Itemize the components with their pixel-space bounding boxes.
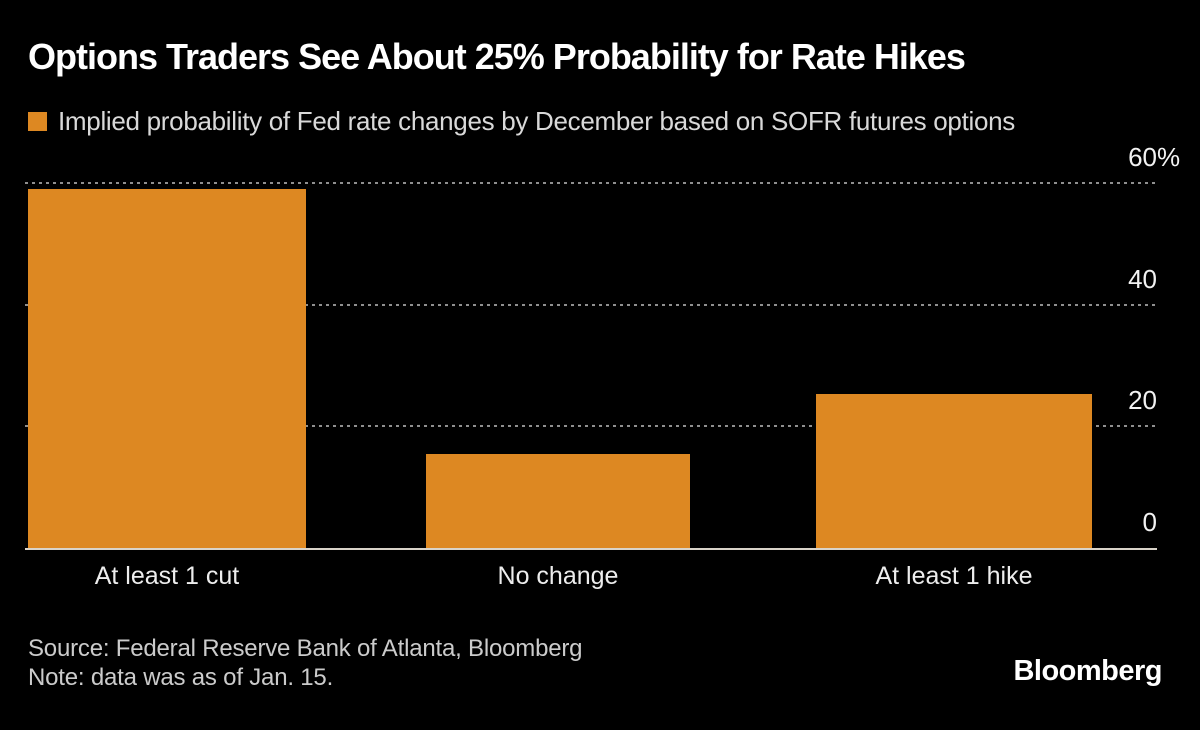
source-text: Source: Federal Reserve Bank of Atlanta,… [28, 635, 583, 662]
x-axis-labels: At least 1 cut No change At least 1 hike [25, 562, 1157, 594]
legend-swatch-icon [28, 112, 47, 131]
gridline-20 [25, 425, 1155, 428]
bar-at-least-1-cut [28, 189, 306, 548]
bar-chart-plot: 60% 40 20 0 [25, 142, 1180, 550]
bar-at-least-1-hike [816, 394, 1092, 548]
note-text: Note: data was as of Jan. 15. [28, 664, 334, 691]
chart-title: Options Traders See About 25% Probabilit… [28, 36, 966, 77]
y-tick-20: 20 [1128, 385, 1157, 416]
legend: Implied probability of Fed rate changes … [28, 106, 1015, 137]
bar-no-change [426, 453, 690, 548]
x-axis-line [25, 548, 1157, 550]
y-tick-60: 60% [1128, 142, 1181, 172]
x-label-no-change: No change [497, 562, 619, 590]
legend-label: Implied probability of Fed rate changes … [58, 106, 1015, 136]
bloomberg-logo: Bloomberg [1013, 655, 1162, 687]
x-label-at-least-1-hike: At least 1 hike [875, 562, 1033, 590]
percent-sign: % [1157, 142, 1181, 172]
gridline-40 [25, 303, 1155, 306]
y-tick-0: 0 [1142, 507, 1157, 537]
x-label-at-least-1-cut: At least 1 cut [94, 562, 240, 590]
gridline-60 [25, 182, 1155, 184]
y-tick-40: 40 [1128, 263, 1157, 294]
footer-notes: Source: Federal Reserve Bank of Atlanta,… [28, 634, 583, 692]
